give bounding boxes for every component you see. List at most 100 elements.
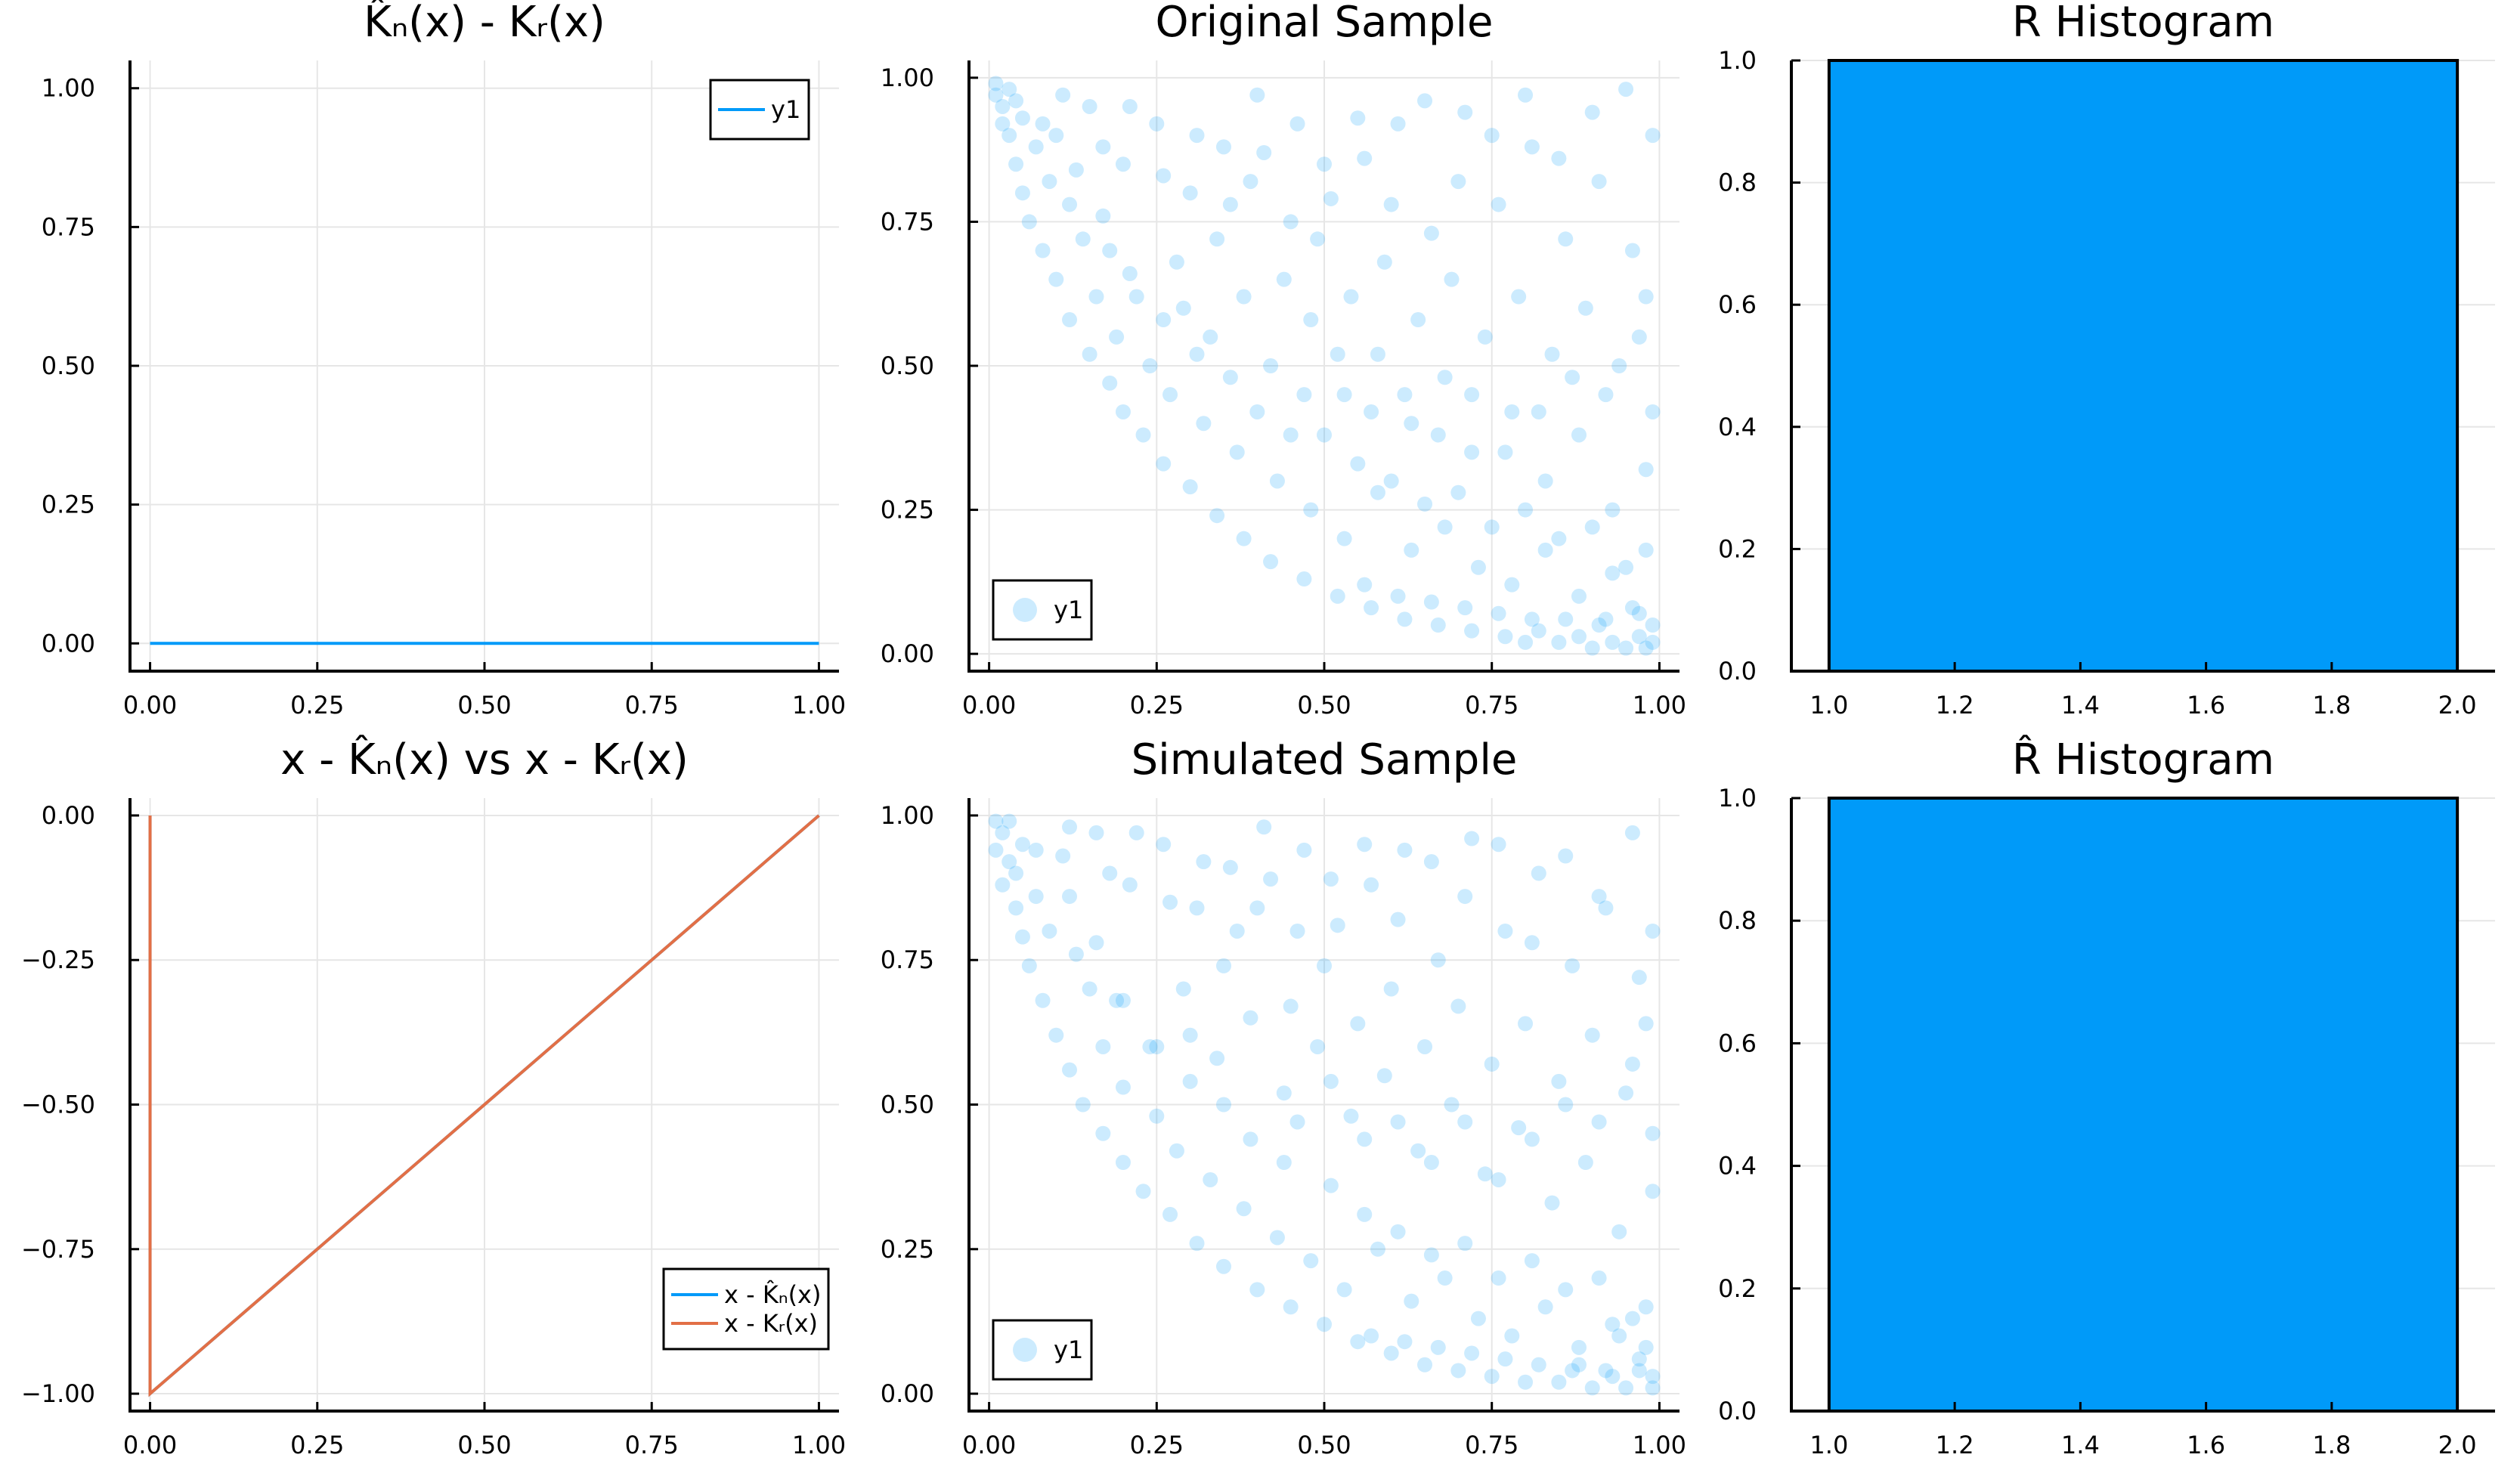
scatter-point — [1357, 150, 1373, 166]
scatter-point — [1624, 1311, 1640, 1326]
scatter-point — [1605, 1317, 1621, 1332]
x-tick-label: 0.25 — [290, 691, 344, 720]
scatter-point — [1484, 1056, 1500, 1072]
scatter-point — [1511, 289, 1527, 305]
scatter-point — [1645, 634, 1661, 650]
scatter-point — [1062, 197, 1078, 212]
scatter-point — [1504, 577, 1520, 593]
scatter-point — [1624, 600, 1640, 616]
scatter-point — [1082, 346, 1097, 362]
scatter-point — [1303, 312, 1319, 328]
scatter-point — [1624, 825, 1640, 840]
scatter-point — [1028, 139, 1044, 155]
scatter-point — [1518, 1374, 1534, 1390]
scatter-point — [1631, 1351, 1647, 1367]
scatter-point — [1343, 1108, 1359, 1124]
scatter-point — [1115, 404, 1131, 419]
legend-box — [992, 579, 1093, 641]
scatter-point — [1115, 992, 1131, 1008]
series-line-1 — [148, 814, 820, 1397]
scatter-point — [1088, 935, 1104, 951]
scatter-point — [1068, 162, 1084, 178]
scatter-point — [1404, 542, 1419, 558]
y-tick-label: 0.8 — [1718, 169, 1757, 197]
scatter-point — [1196, 416, 1212, 432]
scatter-point — [1470, 1311, 1486, 1326]
y-tick-label: 0.00 — [881, 639, 934, 668]
scatter-point — [1182, 1027, 1198, 1043]
scatter-point — [1645, 1184, 1661, 1199]
scatter-point — [1383, 1345, 1399, 1361]
scatter-point — [1430, 952, 1446, 968]
x-tick-label: 0.50 — [1297, 691, 1351, 720]
scatter-point — [1317, 156, 1332, 172]
scatter-point — [1276, 1155, 1292, 1171]
scatter-point — [1115, 156, 1131, 172]
y-tick-label: 0.0 — [1718, 657, 1757, 685]
scatter-point — [1624, 1056, 1640, 1072]
scatter-point — [1638, 289, 1654, 305]
scatter-point — [988, 87, 1004, 103]
scatter-point — [1504, 1328, 1520, 1344]
scatter-point — [1330, 588, 1345, 604]
scatter-point — [1209, 231, 1225, 247]
x-tick-label: 1.00 — [792, 1431, 846, 1459]
scatter-point — [1457, 1114, 1473, 1130]
scatter-point — [995, 877, 1011, 893]
scatter-point — [1631, 605, 1647, 621]
scatter-point — [1357, 837, 1373, 853]
scatter-point — [1618, 640, 1634, 656]
scatter-point — [1175, 981, 1191, 997]
scatter-point — [1115, 1155, 1131, 1171]
scatter-point — [1417, 1357, 1433, 1373]
scatter-point — [1598, 1363, 1614, 1379]
scatter-point — [1631, 629, 1647, 645]
scatter-point — [1464, 1345, 1480, 1361]
scatter-point — [1397, 1334, 1413, 1350]
scatter-point — [1142, 358, 1158, 373]
scatter-point — [1303, 502, 1319, 518]
scatter-point — [1611, 1328, 1627, 1344]
scatter-point — [1584, 104, 1600, 120]
chart-title: K̂ₙ(x) - Kᵣ(x) — [364, 0, 605, 47]
scatter-point — [1289, 1114, 1305, 1130]
scatter-point — [1014, 837, 1030, 853]
scatter-point — [1551, 531, 1567, 546]
scatter-point — [1571, 629, 1587, 645]
scatter-point — [1518, 634, 1534, 650]
scatter-point — [1511, 1120, 1527, 1136]
axes-spine — [128, 60, 839, 673]
scatter-point — [1611, 1224, 1627, 1239]
scatter-point — [1102, 243, 1118, 258]
legend-label: x - K̂ₙ(x) — [724, 1280, 821, 1309]
scatter-point — [1317, 958, 1332, 973]
y-tick-label: 0.75 — [881, 207, 934, 236]
scatter-point — [1477, 329, 1493, 345]
scatter-point — [1565, 370, 1580, 385]
scatter-point — [1135, 1184, 1151, 1199]
scatter-point — [1618, 559, 1634, 575]
scatter-point — [1102, 375, 1118, 391]
scatter-point — [1571, 427, 1587, 443]
scatter-point — [1062, 312, 1078, 328]
scatter-point — [1156, 456, 1172, 472]
scatter-point — [1196, 854, 1212, 870]
chart-title: R Histogram — [2012, 0, 2274, 47]
scatter-point — [1364, 404, 1379, 419]
scatter-point — [1062, 889, 1078, 905]
x-tick-label: 1.00 — [1633, 691, 1686, 720]
scatter-point — [1021, 214, 1037, 230]
scatter-point — [1310, 231, 1326, 247]
x-tick-label: 1.00 — [1633, 1431, 1686, 1459]
scatter-point — [1558, 231, 1574, 247]
scatter-point — [1336, 1282, 1352, 1298]
scatter-point — [1343, 289, 1359, 305]
scatter-point — [1444, 271, 1460, 287]
scatter-point — [1095, 1125, 1111, 1141]
scatter-point — [1631, 1363, 1647, 1379]
x-tick-label: 0.75 — [625, 691, 679, 720]
scatter-point — [1236, 531, 1252, 546]
scatter-point — [1584, 1027, 1600, 1043]
scatter-point — [1618, 1380, 1634, 1396]
scatter-point — [1062, 1062, 1078, 1078]
